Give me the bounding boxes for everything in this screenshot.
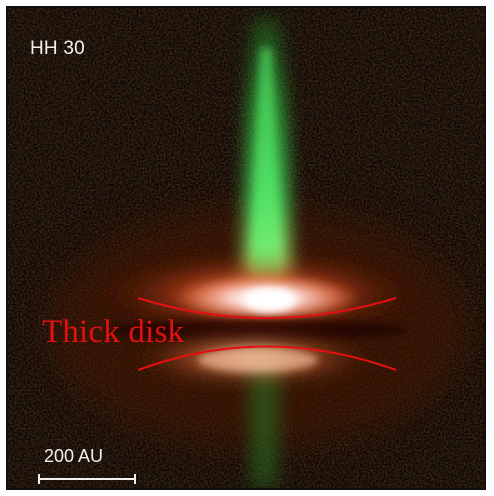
- scale-label: 200 AU: [44, 446, 104, 466]
- object-label: HH 30: [30, 38, 85, 59]
- central-source: [244, 288, 296, 312]
- disk-lower-boundary: [137, 345, 397, 371]
- hh30-image: [8, 8, 484, 488]
- upper-jet-core: [252, 48, 280, 278]
- scale-bar: [38, 474, 136, 484]
- disk-upper-boundary: [137, 297, 397, 319]
- thick-disk-label: Thick disk: [42, 314, 185, 350]
- dark-dust-lane: [108, 320, 408, 340]
- image-frame: HH 30 Thick disk 200 AU: [6, 6, 486, 490]
- lower-disk-core: [198, 348, 318, 372]
